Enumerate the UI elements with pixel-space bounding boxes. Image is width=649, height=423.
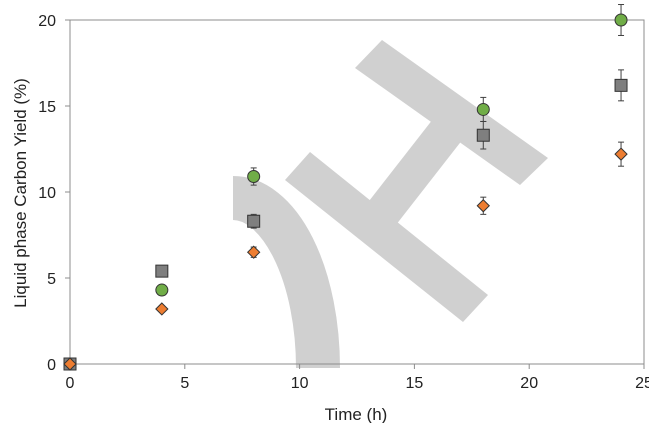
y-tick-label: 0 bbox=[47, 357, 56, 374]
square-point bbox=[476, 128, 490, 142]
watermark-c-arc bbox=[231, 176, 340, 369]
square-point bbox=[155, 264, 169, 278]
x-tick-label: 0 bbox=[66, 375, 75, 392]
watermark bbox=[231, 40, 548, 369]
circle-point bbox=[614, 13, 628, 27]
circle-point bbox=[476, 102, 490, 116]
x-tick-label: 25 bbox=[635, 375, 649, 392]
y-tick-label: 15 bbox=[38, 99, 56, 116]
y-tick-label: 10 bbox=[38, 185, 56, 202]
y-tick-label: 5 bbox=[47, 271, 56, 288]
diamond-point bbox=[63, 357, 77, 371]
square-point bbox=[614, 78, 628, 92]
x-tick-label: 20 bbox=[520, 375, 538, 392]
circle-point bbox=[155, 283, 169, 297]
data-points bbox=[63, 13, 628, 371]
y-tick-label: 20 bbox=[38, 13, 56, 30]
x-tick-label: 5 bbox=[180, 375, 189, 392]
watermark-h-crossbar bbox=[348, 110, 470, 248]
x-tick-label: 10 bbox=[291, 375, 309, 392]
diamond-point bbox=[246, 245, 261, 259]
diamond-point bbox=[155, 302, 169, 316]
x-axis-title: Time (h) bbox=[325, 405, 388, 423]
ticks: 0 5 10 15 20 25 0 5 10 15 20 bbox=[38, 13, 649, 392]
x-tick-label: 15 bbox=[406, 375, 424, 392]
square-point bbox=[247, 214, 261, 228]
y-axis-title: Liquid phase Carbon Yield (%) bbox=[11, 78, 30, 308]
circle-point bbox=[247, 170, 261, 184]
diamond-point bbox=[476, 199, 490, 213]
watermark-h-bar-2 bbox=[355, 40, 548, 185]
diamond-point bbox=[614, 147, 628, 161]
